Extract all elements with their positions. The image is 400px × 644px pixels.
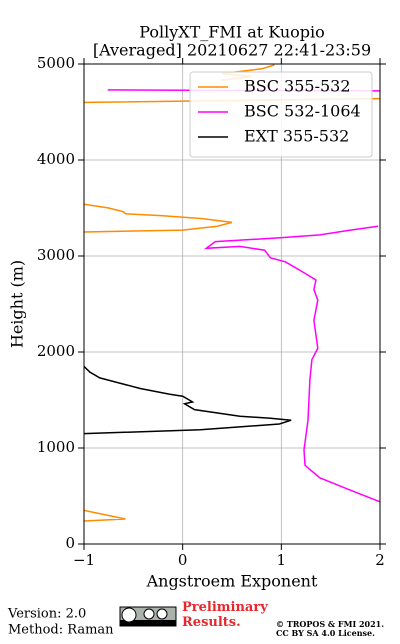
profile-line — [84, 365, 292, 435]
method: Method: Raman — [8, 623, 114, 638]
legend-label: EXT 355-532 — [244, 127, 349, 146]
x-tick-label: 1 — [277, 551, 287, 569]
legend-label: BSC 355-532 — [244, 77, 351, 96]
y-tick-label: 3000 — [37, 246, 75, 264]
chart-subtitle: [Averaged] 20210627 22:41-23:59 — [93, 41, 371, 60]
x-tick-label: −1 — [73, 551, 95, 569]
cc-logo — [119, 606, 177, 627]
status-box: Preliminary Results. — [182, 600, 268, 630]
y-tick-label: 2000 — [37, 342, 75, 360]
y-axis-label: Height (m) — [8, 260, 27, 348]
status: Preliminary Results. — [182, 600, 268, 630]
license: CC BY SA 4.0 License. — [276, 628, 375, 638]
legend-label: BSC 532-1064 — [244, 102, 361, 121]
license: © TROPOS & FMI 2021. — [276, 619, 384, 629]
profile-line — [84, 64, 380, 522]
plot-frame — [83, 63, 381, 545]
version: Version: 2.0 — [7, 607, 86, 622]
y-tick-label: 4000 — [37, 150, 75, 168]
x-tick-label: 0 — [178, 551, 188, 569]
x-tick-label: 2 — [375, 551, 385, 569]
chart-title: PollyXT_FMI at Kuopio — [139, 23, 325, 42]
y-tick-label: 5000 — [37, 54, 75, 72]
y-tick-label: 0 — [65, 534, 75, 552]
legend-box — [189, 71, 373, 158]
y-tick-label: 1000 — [37, 438, 75, 456]
x-axis-label: Angstroem Exponent — [146, 572, 318, 591]
